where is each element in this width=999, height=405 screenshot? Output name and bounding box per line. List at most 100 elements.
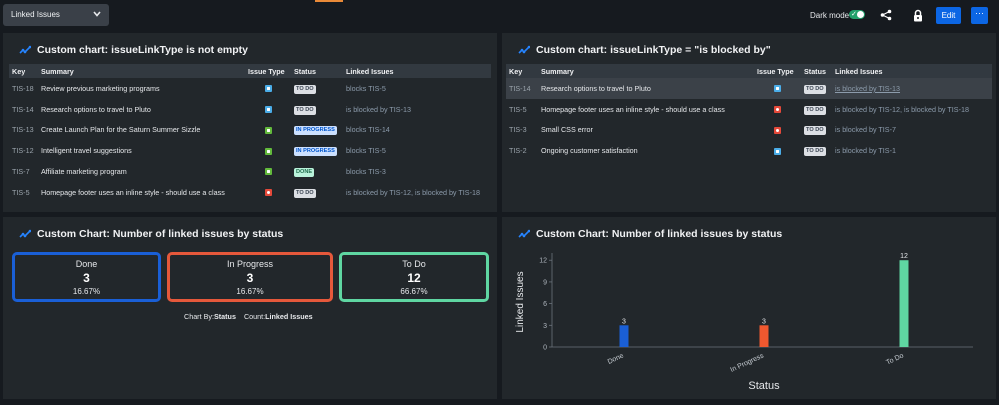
count-value: Linked Issues [265,312,313,321]
linked-issues[interactable]: blocks TIS-14 [346,125,390,135]
table-row[interactable]: TIS-12 Intelligent travel suggestions IN… [9,140,491,161]
bug-icon [264,189,272,197]
linked-issues[interactable]: is blocked by TIS-13 [832,78,992,99]
task-icon [774,147,781,155]
column-header-issue-type[interactable]: Issue Type [245,64,291,78]
y-tick-label: 12 [539,258,547,265]
issue-key[interactable]: TIS-2 [509,146,527,156]
bar-chart: 0 3 6 9 12 3 Done 3 In Progress 12 To Do Linked Iss… [515,253,973,392]
linked-issues[interactable]: blocks TIS-5 [346,83,386,93]
issue-key[interactable]: TIS-14 [506,78,538,99]
table-row[interactable]: TIS-5 Homepage footer uses an inline sty… [9,182,491,203]
column-header-linked-issues[interactable]: Linked Issues [343,64,491,78]
table-row[interactable]: TIS-2 Ongoing customer satisfaction TO D… [506,140,992,161]
issue-summary[interactable]: Homepage footer uses an inline style - s… [41,187,225,197]
linked-issues[interactable]: blocks TIS-5 [346,146,386,156]
linked-issues[interactable]: blocks TIS-3 [346,166,386,176]
lock-icon[interactable] [912,9,924,22]
story-icon [264,126,272,134]
column-header-issue-type[interactable]: Issue Type [754,64,801,78]
y-tick-label: 6 [543,301,547,308]
panel-status-bar-chart: Custom Chart: Number of linked issues by… [502,217,996,399]
table-row[interactable]: TIS-14 Research options to travel to Plu… [9,99,491,120]
issue-summary[interactable]: Review previous marketing programs [41,83,160,93]
issue-key[interactable]: TIS-3 [509,125,527,135]
chart-config-caption: Chart By:Status Count:Linked Issues [184,312,313,321]
linked-issues[interactable]: is blocked by TIS-12, is blocked by TIS-… [346,187,480,197]
x-tick-label: In Progress [729,352,765,374]
table-row[interactable]: TIS-5 Homepage footer uses an inline sty… [506,99,992,120]
column-header-status[interactable]: Status [291,64,343,78]
status-lozenge: TO DO [804,105,826,115]
bar-value-label: 3 [762,318,766,325]
linked-issues[interactable]: is blocked by TIS-7 [835,125,896,135]
issue-summary[interactable]: Affiliate marketing program [41,166,127,176]
linked-issues[interactable]: is blocked by TIS-1 [835,146,896,156]
status-lozenge: TO DO [294,84,316,94]
dark-mode-toggle[interactable]: ✓ [849,10,865,19]
status-box-percent: 16.67% [72,287,101,296]
column-header-key[interactable]: Key [506,64,538,78]
issue-key[interactable]: TIS-13 [12,125,34,135]
column-header-linked-issues[interactable]: Linked Issues [832,64,992,78]
edit-button[interactable]: Edit [936,7,961,24]
chart-by-value: Status [213,312,236,321]
toggle-knob [857,11,864,18]
column-header-summary[interactable]: Summary [538,64,754,78]
column-header-status[interactable]: Status [801,64,832,78]
issue-summary[interactable]: Ongoing customer satisfaction [541,146,638,156]
status-box-count: 3 [83,271,90,285]
table-row[interactable]: TIS-7 Affiliate marketing program DONE b… [9,161,491,182]
task-icon [774,85,781,93]
status-box-in-progress[interactable]: In Progress 3 16.67% [167,252,333,302]
table-row[interactable]: TIS-14 Research options to travel to Plu… [506,78,992,99]
dashboard-selector[interactable]: Linked Issues [3,4,109,26]
panel-title-text: Custom Chart: Number of linked issues by… [37,228,284,240]
bar [899,260,909,347]
issue-summary[interactable]: Small CSS error [541,125,593,135]
bar-value-label: 12 [900,253,908,260]
issue-key[interactable]: TIS-5 [12,187,30,197]
issue-summary[interactable]: Intelligent travel suggestions [41,146,132,156]
task-icon [264,106,272,114]
x-tick-label: Done [607,352,625,365]
status-lozenge: TO DO [804,84,826,94]
status-lozenge: TO DO [294,105,316,115]
panel-is-blocked-by: Custom chart: issueLinkType = "is blocke… [502,33,996,212]
linked-issues[interactable]: is blocked by TIS-12, is blocked by TIS-… [835,104,969,114]
custom-chart-icon [518,229,530,238]
status-lozenge: IN PROGRESS [294,126,337,136]
issue-summary[interactable]: Homepage footer uses an inline style - s… [541,104,725,114]
table-row[interactable]: TIS-18 Review previous marketing program… [9,78,491,99]
y-tick-label: 3 [543,323,547,330]
share-icon[interactable] [880,9,892,21]
more-actions-button[interactable]: ··· [971,7,988,24]
issue-summary[interactable]: Research options to travel to Pluto [538,78,754,99]
issue-key[interactable]: TIS-18 [12,83,34,93]
issue-key[interactable]: TIS-5 [509,104,527,114]
column-header-key[interactable]: Key [9,64,38,78]
issue-summary[interactable]: Research options to travel to Pluto [41,104,151,114]
column-header-summary[interactable]: Summary [38,64,245,78]
panel-title: Custom chart: issueLinkType = "is blocke… [518,44,771,56]
issue-key[interactable]: TIS-12 [12,146,34,156]
table-row[interactable]: TIS-13 Create Launch Plan for the Saturn… [9,120,491,141]
status-lozenge: DONE [294,167,315,177]
y-tick-label: 0 [543,345,547,352]
issue-key[interactable]: TIS-7 [12,166,30,176]
custom-chart-icon [518,45,530,54]
custom-chart-icon [19,229,31,238]
panel-status-summary: Custom Chart: Number of linked issues by… [3,217,497,399]
issues-table: Key Summary Issue Type Status Linked Iss… [506,64,992,161]
status-box-count: 12 [407,271,421,285]
issue-summary[interactable]: Create Launch Plan for the Saturn Summer… [41,125,201,135]
issue-key[interactable]: TIS-14 [12,104,34,114]
bug-icon [774,106,781,114]
status-box-done[interactable]: Done 3 16.67% [12,252,161,302]
bug-icon [774,126,781,134]
x-axis-title: Status [748,380,780,392]
status-lozenge: TO DO [804,126,826,136]
table-row[interactable]: TIS-3 Small CSS error TO DO is blocked b… [506,120,992,141]
linked-issues[interactable]: is blocked by TIS-13 [346,104,411,114]
status-box-to-do[interactable]: To Do 12 66.67% [339,252,489,302]
